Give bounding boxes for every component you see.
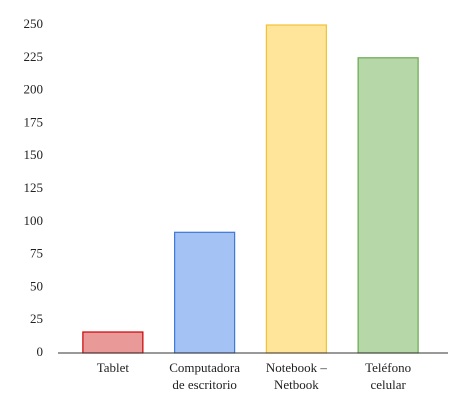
bar — [174, 231, 236, 354]
x-tick-label: Teléfono — [365, 360, 411, 375]
y-tick-label: 125 — [24, 180, 44, 195]
y-tick-label: 200 — [24, 82, 44, 97]
y-tick-label: 250 — [24, 16, 44, 31]
y-tick-label: 100 — [24, 213, 44, 228]
x-tick-label: Tablet — [97, 360, 130, 375]
bar — [357, 57, 419, 354]
y-tick-label: 75 — [30, 246, 43, 261]
x-tick-label: de escritorio — [172, 377, 237, 392]
x-tick-label: celular — [370, 377, 406, 392]
y-tick-label: 0 — [37, 344, 44, 359]
bar — [82, 331, 144, 354]
y-tick-label: 25 — [30, 311, 43, 326]
y-tick-label: 225 — [24, 49, 44, 64]
bar — [265, 24, 327, 354]
y-tick-label: 150 — [24, 147, 44, 162]
x-tick-label: Netbook — [274, 377, 319, 392]
y-tick-label: 50 — [30, 278, 43, 293]
x-tick-label: Computadora — [169, 360, 240, 375]
x-tick-label: Notebook – — [266, 360, 328, 375]
y-tick-label: 175 — [24, 114, 44, 129]
